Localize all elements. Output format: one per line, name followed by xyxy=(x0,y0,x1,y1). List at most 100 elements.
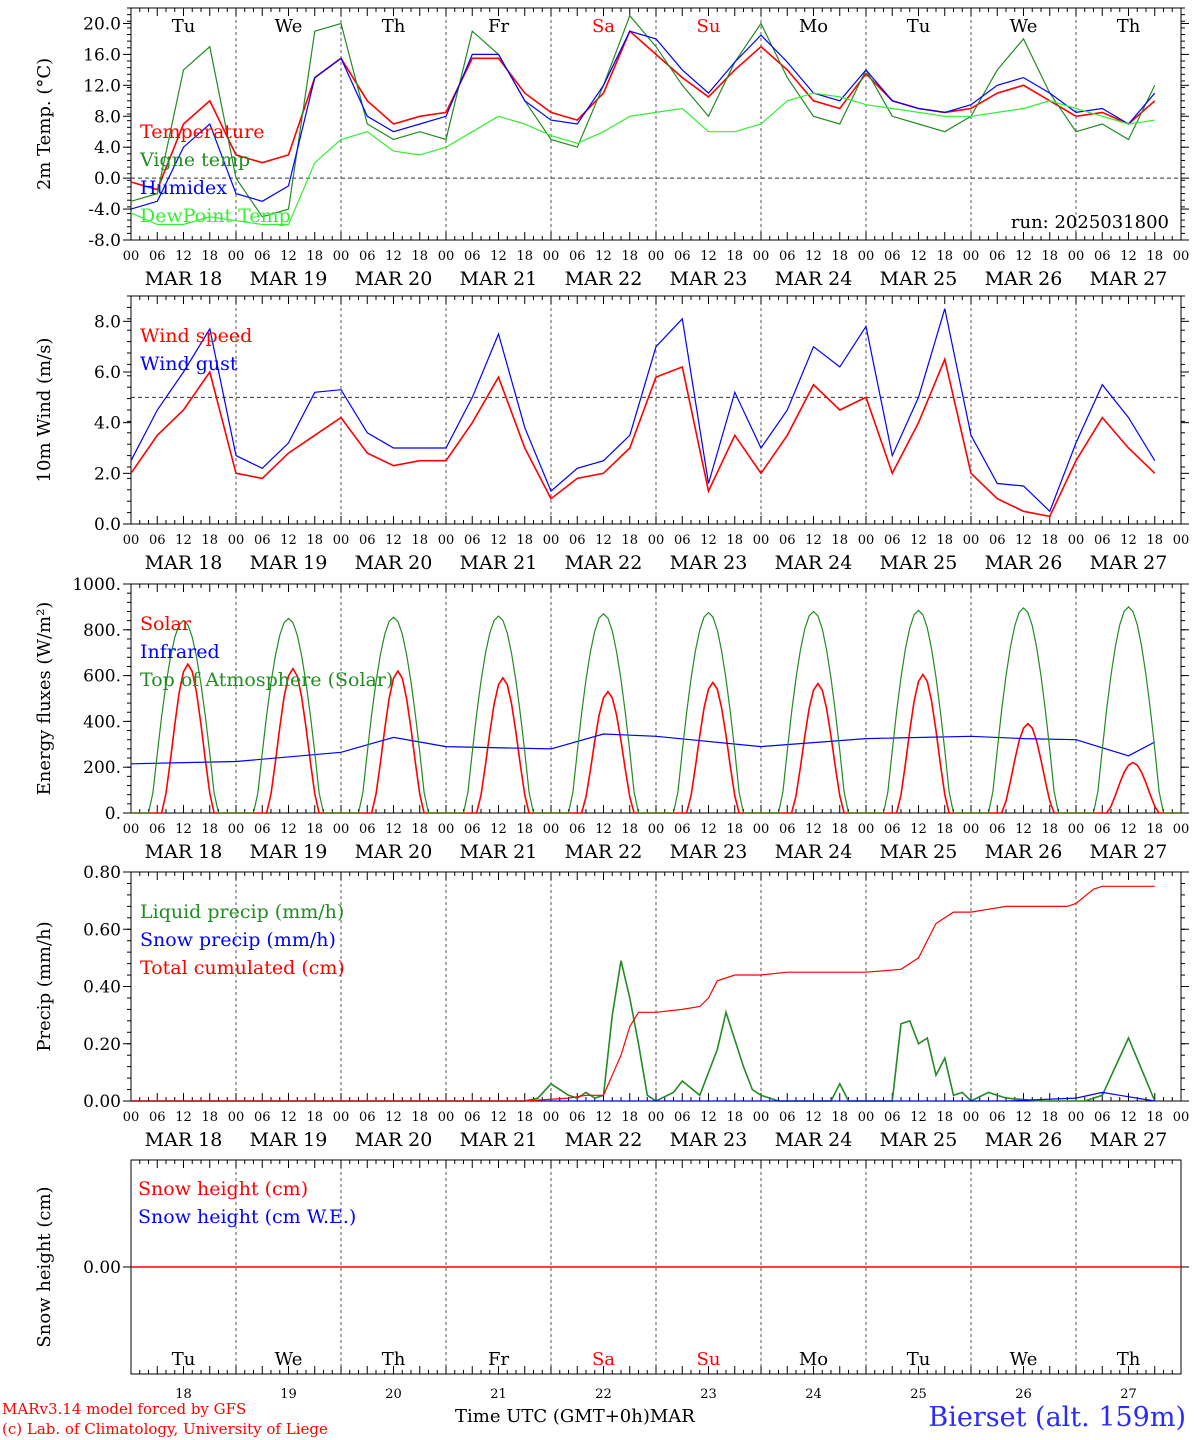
y-axis-title: 2m Temp. (°C) xyxy=(34,58,55,190)
hour-label: 18 xyxy=(1146,249,1163,264)
day-name-bottom: Th xyxy=(1117,1349,1141,1370)
hour-label: 00 xyxy=(1173,533,1190,548)
y-tick-label: 0.0 xyxy=(94,169,121,189)
hour-label: 12 xyxy=(1015,533,1032,548)
hour-label: 06 xyxy=(884,249,901,264)
panel-2 xyxy=(123,295,1189,525)
hour-label: 00 xyxy=(1173,249,1190,264)
hour-label: 12 xyxy=(175,249,192,264)
y-tick-label: 4.0 xyxy=(94,138,121,158)
date-label: MAR 25 xyxy=(880,552,958,574)
day-number: 21 xyxy=(490,1387,507,1402)
hour-label: 00 xyxy=(438,822,455,837)
legend-entry: Total cumulated (cm) xyxy=(140,957,345,979)
hour-label: 18 xyxy=(831,249,848,264)
hour-label: 12 xyxy=(490,533,507,548)
day-name-top: We xyxy=(275,16,303,37)
hour-label: 12 xyxy=(280,249,297,264)
day-name-top: Su xyxy=(697,16,721,37)
hour-label: 00 xyxy=(648,822,665,837)
legend-entry: Temperature xyxy=(140,121,264,143)
day-number: 27 xyxy=(1120,1387,1137,1402)
hour-label: 06 xyxy=(989,533,1006,548)
hour-label: 00 xyxy=(753,822,770,837)
date-label: MAR 20 xyxy=(355,841,433,863)
hour-label: 18 xyxy=(726,249,743,264)
hour-label: 00 xyxy=(858,822,875,837)
date-label: MAR 19 xyxy=(250,1129,328,1151)
series-line-1 xyxy=(131,960,1156,1102)
hour-label: 12 xyxy=(805,1110,822,1125)
hour-label: 06 xyxy=(569,822,586,837)
date-label: MAR 26 xyxy=(985,552,1063,574)
hour-label: 12 xyxy=(595,533,612,548)
hour-label: 12 xyxy=(910,533,927,548)
y-tick-label: 4.0 xyxy=(94,414,121,434)
hour-label: 00 xyxy=(228,249,245,264)
hour-label: 06 xyxy=(674,249,691,264)
hour-label: 18 xyxy=(1146,822,1163,837)
hour-label: 12 xyxy=(700,249,717,264)
y-tick-label: 16.0 xyxy=(83,45,121,65)
hour-label: 18 xyxy=(516,533,533,548)
hour-label: 12 xyxy=(700,533,717,548)
hour-label: 18 xyxy=(936,822,953,837)
date-label: MAR 18 xyxy=(145,1129,223,1151)
hour-label: 00 xyxy=(333,249,350,264)
hour-label: 12 xyxy=(1015,1110,1032,1125)
hour-label: 12 xyxy=(1120,1110,1137,1125)
hour-label: 12 xyxy=(805,822,822,837)
y-tick-label: -8.0 xyxy=(88,231,121,251)
date-label: MAR 27 xyxy=(1090,1129,1168,1151)
series-line-3 xyxy=(131,885,1155,1102)
hour-label: 18 xyxy=(621,533,638,548)
hour-label: 12 xyxy=(280,822,297,837)
hour-label: 06 xyxy=(254,822,271,837)
legend-entry: DewPoint Temp xyxy=(140,205,291,227)
hour-label: 06 xyxy=(779,533,796,548)
hour-label: 18 xyxy=(726,533,743,548)
hour-label: 12 xyxy=(1015,822,1032,837)
date-label: MAR 27 xyxy=(1090,841,1168,863)
hour-label: 06 xyxy=(779,249,796,264)
hour-label: 06 xyxy=(464,1110,481,1125)
hour-label: 06 xyxy=(359,1110,376,1125)
day-name-top: Sa xyxy=(592,16,615,37)
hour-label: 18 xyxy=(201,1110,218,1125)
date-label: MAR 23 xyxy=(670,268,748,290)
hour-label: 06 xyxy=(464,822,481,837)
day-name-bottom: Sa xyxy=(592,1349,615,1370)
hour-label: 00 xyxy=(123,1110,140,1125)
date-label: MAR 21 xyxy=(460,552,538,574)
legend-entry: Snow precip (mm/h) xyxy=(140,929,336,951)
hour-label: 18 xyxy=(831,822,848,837)
hour-label: 06 xyxy=(674,533,691,548)
hour-label: 18 xyxy=(1146,1110,1163,1125)
y-tick-label: 0.0 xyxy=(94,515,121,535)
hour-label: 06 xyxy=(674,1110,691,1125)
series-line-2 xyxy=(130,308,1156,513)
hour-label: 18 xyxy=(726,822,743,837)
hour-label: 00 xyxy=(963,249,980,264)
y-tick-label: 0.00 xyxy=(83,1092,121,1112)
hour-label: 00 xyxy=(858,533,875,548)
hour-label: 18 xyxy=(1041,822,1058,837)
day-name-top: Tu xyxy=(172,16,196,37)
hour-label: 18 xyxy=(411,822,428,837)
hour-label: 12 xyxy=(595,249,612,264)
legend-entry: Wind gust xyxy=(140,353,238,375)
hour-label: 18 xyxy=(201,249,218,264)
hour-label: 12 xyxy=(805,249,822,264)
series-line-2 xyxy=(130,733,1156,765)
hour-label: 12 xyxy=(490,822,507,837)
hour-label: 18 xyxy=(516,822,533,837)
y-tick-label: 0.20 xyxy=(83,1035,121,1055)
hour-label: 12 xyxy=(490,249,507,264)
hour-label: 00 xyxy=(123,822,140,837)
day-name-bottom: Fr xyxy=(488,1349,509,1370)
series-line-2 xyxy=(130,14,1156,218)
panel-1 xyxy=(123,7,1189,241)
hour-label: 18 xyxy=(201,822,218,837)
y-tick-label: 8.0 xyxy=(94,312,121,332)
hour-label: 00 xyxy=(543,533,560,548)
